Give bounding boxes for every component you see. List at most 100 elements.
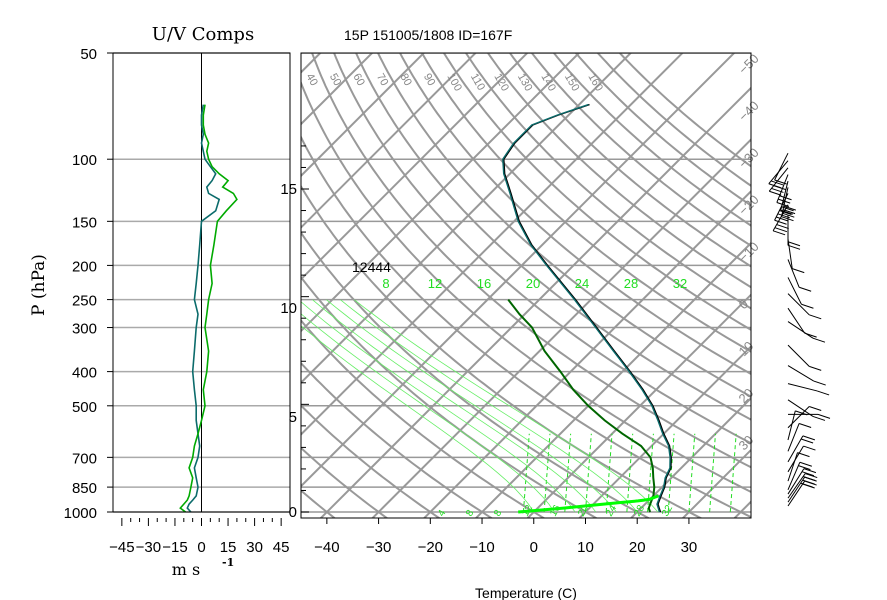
moist-adiabat-label: 24 [575, 276, 589, 291]
dry-adiabat-line [376, 53, 751, 398]
dry-adiabat-label: 160 [585, 72, 605, 94]
uv-y-tick-labels: 1000 850 700 500 400 300 250 200 150 100 50 [64, 46, 113, 522]
isotherm-label: 0 [736, 296, 752, 312]
temperature-tick-label: 0 [530, 539, 538, 556]
height-km-tick-labels: 0 5 10 15 [280, 145, 309, 521]
isotherm-line [733, 500, 751, 518]
isotherm-line [785, 19, 887, 520]
height-km-label: 0 [289, 504, 297, 521]
dry-adiabat-label: 130 [515, 72, 535, 94]
wind-barb [787, 215, 801, 250]
wind-barb [787, 473, 818, 499]
uv-y-tick-label: 850 [72, 480, 97, 497]
mixing-ratio-line [605, 433, 613, 513]
dry-adiabat-line [552, 53, 751, 227]
dry-adiabat-label: 50 [327, 72, 344, 89]
isotherm-label: −30 [736, 145, 762, 171]
mixing-ratio-line [543, 433, 551, 513]
isotherm-line [301, 53, 684, 436]
uv-y-tick-label: 700 [72, 450, 97, 467]
uv-series-line [179, 104, 238, 512]
mixing-ratio-label: 20 [576, 503, 591, 519]
isotherm-label: 30 [736, 432, 757, 453]
isotherm-line [371, 138, 751, 518]
dry-adiabat-line [301, 318, 546, 518]
moist-adiabat-line [340, 299, 638, 513]
moist-adiabat-line [312, 299, 597, 513]
sounding-profile-line [518, 494, 660, 514]
mixing-ratio-line [709, 433, 716, 513]
uv-x-tick-label: 30 [246, 539, 263, 556]
dry-adiabat-line [398, 53, 751, 376]
dry-adiabat-line [333, 53, 751, 445]
temperature-tick-label: −40 [314, 539, 339, 556]
dry-adiabat-label: 60 [350, 72, 367, 89]
wind-barb [787, 461, 812, 491]
dry-adiabat-line [442, 53, 751, 331]
uv-x-tick-labels: −45 −30 −15 0 15 30 45 [109, 518, 289, 556]
wind-barb [787, 445, 816, 473]
sounding-profiles [502, 103, 672, 514]
skewt-panel: 40 50 60 70 80 90 100 110 120 130 140 150 160−50−40−… [280, 19, 887, 600]
dry-adiabat-line [301, 134, 751, 518]
dry-adiabat-line [301, 80, 751, 494]
temperature-tick-label: 30 [681, 539, 698, 556]
moist-adiabat-line [301, 325, 535, 513]
uv-y-tick-label: 100 [72, 152, 97, 169]
uv-x-tick-label: 15 [220, 539, 237, 556]
mixing-ratio-line [522, 433, 530, 513]
wind-barb [787, 293, 822, 320]
temperature-tick-label: −30 [366, 539, 391, 556]
mixing-ratio-label: 28 [632, 503, 647, 519]
dry-adiabat-line [301, 489, 337, 518]
isotherm-line [681, 448, 751, 518]
dry-adiabat-label: 100 [444, 72, 464, 94]
dry-adiabat-label: 70 [374, 72, 391, 89]
wind-barb [787, 344, 822, 371]
dry-adiabat-line [618, 53, 751, 168]
isotherm-line [301, 53, 374, 126]
lcl-height-label: 12444 [352, 259, 391, 275]
isotherm-line [578, 345, 751, 518]
skewt-background-lines [301, 19, 887, 520]
dry-adiabat-line [574, 53, 751, 207]
uv-y-tick-label: 50 [80, 46, 97, 63]
uv-xlabel: m s [172, 560, 200, 579]
isotherm-line [474, 241, 751, 518]
mixing-ratio-line [584, 433, 592, 513]
dry-adiabat-line [301, 446, 389, 518]
wind-barb [787, 468, 817, 495]
wind-barb [787, 406, 822, 429]
uv-y-tick-label: 1000 [64, 505, 97, 522]
uv-xlabel-exponent: -1 [222, 556, 234, 569]
mixing-ratio-line [729, 433, 737, 513]
wind-barb [781, 187, 796, 222]
moist-adiabat-line [301, 301, 576, 513]
isotherm-label: −40 [736, 98, 762, 124]
uv-x-tick-label: −15 [162, 539, 187, 556]
isotherm-line [301, 53, 477, 229]
moist-adiabat-label: 28 [624, 276, 638, 291]
wind-barb [772, 204, 789, 236]
dry-adiabat-line [464, 53, 751, 310]
isotherm-label: 10 [736, 338, 757, 359]
dry-adiabat-line [354, 53, 751, 421]
skewt-xlabel: Temperature (C) [475, 585, 577, 600]
wind-barb [787, 365, 826, 386]
moist-adiabat-label: 20 [526, 276, 540, 291]
dry-adiabat-line [530, 53, 751, 247]
wind-barb [787, 383, 830, 396]
dry-adiabat-label: 40 [303, 72, 320, 89]
dry-adiabat-label: 80 [397, 72, 414, 89]
dry-adiabat-label: 90 [421, 72, 438, 89]
moist-adiabat-label: 12 [428, 276, 442, 291]
uv-series-line [186, 104, 221, 512]
moist-adiabat-label: 16 [477, 276, 491, 291]
uv-y-tick-label: 250 [72, 293, 97, 310]
mixing-ratio-line [688, 433, 696, 513]
mixing-ratio-label: 32 [660, 503, 675, 519]
mixing-ratio-lines [522, 433, 751, 513]
isotherm-label: −50 [736, 51, 762, 77]
uv-x-tick-label: 0 [197, 539, 205, 556]
dry-adiabat-line [301, 361, 494, 518]
